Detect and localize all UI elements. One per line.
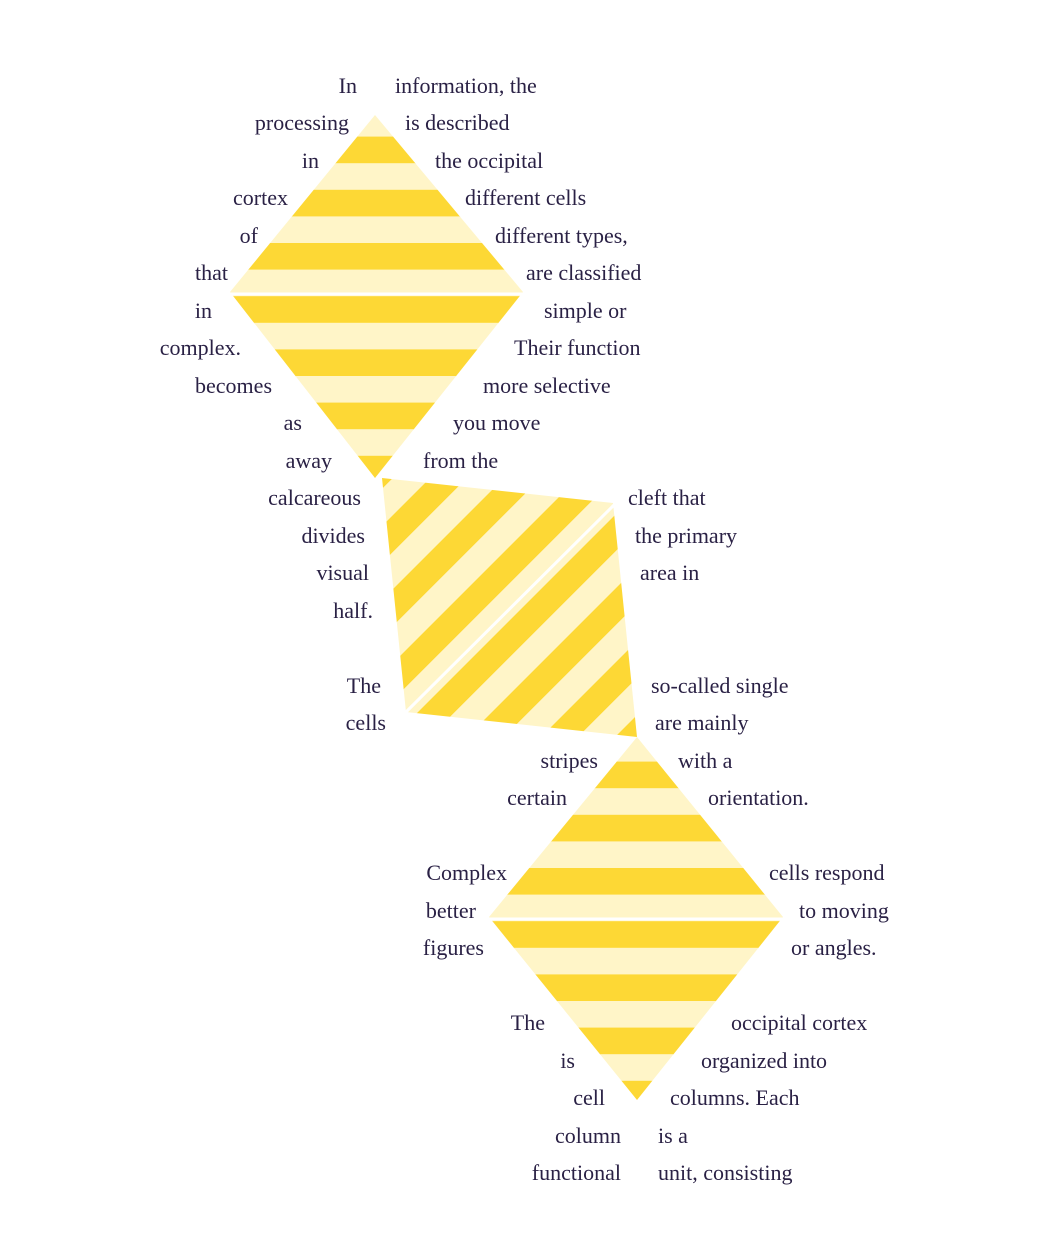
text-right: you move — [453, 410, 541, 435]
text-right: Their function — [514, 335, 641, 360]
text-right: different cells — [465, 185, 587, 210]
stripe — [382, 478, 637, 737]
text-left: away — [285, 448, 332, 473]
text-right: area in — [640, 560, 700, 585]
text-left: that — [195, 260, 228, 285]
text-left: half. — [333, 598, 373, 623]
text-right: the primary — [635, 523, 738, 548]
stripe — [230, 296, 523, 324]
text-right: from the — [423, 448, 499, 473]
stripe — [230, 455, 523, 478]
text-left: in — [194, 298, 212, 323]
middle-diamond-divider — [402, 501, 618, 716]
text-right: to moving — [799, 898, 889, 923]
stripe — [230, 322, 523, 350]
text-left: of — [239, 223, 258, 248]
text-right: is described — [405, 110, 510, 135]
text-right: is a — [658, 1123, 688, 1148]
text-right: are classified — [526, 260, 642, 285]
stripe — [489, 921, 783, 949]
text-right: cleft that — [628, 485, 706, 510]
text-left: stripes — [540, 748, 598, 773]
text-right: with a — [678, 748, 733, 773]
text-left: as — [283, 410, 302, 435]
text-left: processing — [254, 110, 349, 135]
text-right: different types, — [495, 223, 628, 248]
text-left: better — [425, 898, 476, 923]
stripe — [489, 894, 783, 922]
text-left: The — [346, 673, 381, 698]
text-right: columns. Each — [670, 1085, 800, 1110]
text-right: occipital cortex — [731, 1010, 868, 1035]
stripe — [489, 737, 783, 763]
text-right: orientation. — [708, 785, 809, 810]
text-right: cells respond — [769, 860, 885, 885]
text-left: becomes — [195, 373, 272, 398]
text-left: complex. — [159, 335, 241, 360]
text-right: unit, consisting — [658, 1160, 793, 1185]
stripe — [382, 478, 637, 737]
text-left: The — [510, 1010, 545, 1035]
text-left: cells — [345, 710, 386, 735]
text-left: figures — [422, 935, 484, 960]
stripe — [489, 868, 783, 896]
stripe — [382, 478, 637, 737]
text-right: organized into — [701, 1048, 828, 1073]
text-left: in — [301, 148, 319, 173]
text-left: In — [338, 73, 357, 98]
stripe — [489, 947, 783, 975]
stripe — [489, 974, 783, 1002]
text-left: calcareous — [268, 485, 361, 510]
stripe — [382, 478, 637, 737]
text-right: so-called single — [651, 673, 789, 698]
stripe — [382, 478, 637, 737]
text-left: divides — [301, 523, 365, 548]
stripe — [382, 478, 637, 737]
text-left: is — [560, 1048, 575, 1073]
stripe — [230, 269, 523, 297]
text-left: cortex — [233, 185, 288, 210]
stripe — [382, 478, 637, 737]
text-right: information, the — [395, 73, 537, 98]
text-right: the occipital — [435, 148, 544, 173]
text-right: simple or — [544, 298, 627, 323]
text-left: certain — [507, 785, 567, 810]
text-left: Complex — [426, 860, 507, 885]
text-right: or angles. — [791, 935, 877, 960]
text-left: visual — [316, 560, 369, 585]
text-left: column — [555, 1123, 621, 1148]
stripe — [489, 841, 783, 869]
text-right: more selective — [483, 373, 611, 398]
middle-diagonal-striped-diamond — [382, 478, 637, 737]
text-left: functional — [531, 1160, 621, 1185]
text-right: are mainly — [655, 710, 749, 735]
stripe — [230, 243, 523, 271]
stripe — [489, 814, 783, 842]
text-left: cell — [573, 1085, 605, 1110]
